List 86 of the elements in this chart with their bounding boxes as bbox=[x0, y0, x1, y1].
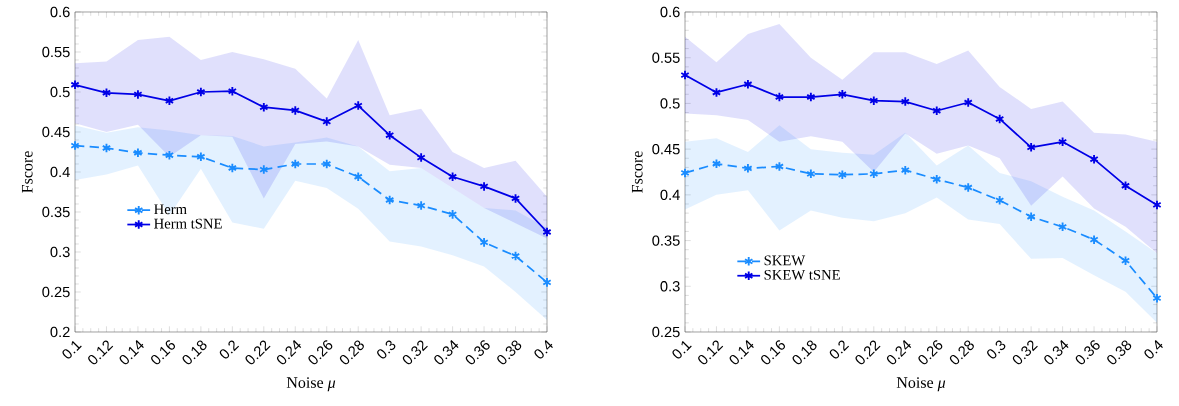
point bbox=[932, 105, 942, 116]
point bbox=[743, 163, 753, 174]
point bbox=[479, 237, 489, 248]
point bbox=[70, 140, 80, 151]
y-tick-label: 0.6 bbox=[50, 6, 70, 18]
point bbox=[164, 95, 175, 106]
point bbox=[416, 152, 426, 163]
point bbox=[806, 91, 816, 103]
point bbox=[416, 200, 426, 211]
point bbox=[133, 89, 143, 100]
point bbox=[542, 226, 552, 238]
y-tick-label: 0.55 bbox=[42, 46, 70, 58]
point bbox=[774, 161, 785, 172]
point bbox=[290, 158, 300, 170]
point bbox=[837, 89, 847, 100]
point bbox=[133, 147, 143, 158]
point bbox=[711, 87, 722, 98]
point bbox=[510, 250, 521, 262]
x-tick-label: 0.1 bbox=[672, 341, 692, 359]
point bbox=[869, 95, 879, 106]
point bbox=[322, 116, 332, 127]
point bbox=[932, 174, 942, 185]
point bbox=[774, 91, 785, 103]
point bbox=[1120, 255, 1131, 266]
point bbox=[1026, 211, 1036, 222]
y-tick-label: 0.5 bbox=[50, 86, 70, 98]
y-tick-label: 0.3 bbox=[660, 281, 680, 292]
y-tick-label: 0.2 bbox=[50, 326, 70, 338]
point bbox=[963, 97, 973, 108]
point bbox=[259, 164, 269, 175]
x-tick-label: 0.4 bbox=[534, 340, 553, 359]
point bbox=[353, 171, 363, 182]
point bbox=[963, 182, 973, 193]
point bbox=[995, 113, 1005, 125]
y-axis-title: Fscore bbox=[631, 151, 643, 193]
point bbox=[711, 158, 722, 169]
x-tick-label: 0.3 bbox=[377, 340, 396, 359]
legend-label: SKEW bbox=[764, 255, 806, 266]
point bbox=[900, 96, 910, 107]
y-tick-label: 0.4 bbox=[50, 166, 70, 178]
y-tick-label: 0.25 bbox=[42, 286, 70, 298]
legend-label: Herm tSNE bbox=[154, 218, 222, 229]
point bbox=[995, 195, 1005, 206]
point bbox=[680, 69, 690, 81]
point bbox=[447, 171, 458, 182]
point bbox=[1120, 180, 1131, 191]
y-tick-label: 0.55 bbox=[652, 52, 680, 63]
point bbox=[353, 100, 363, 111]
point bbox=[101, 142, 112, 154]
x-tick-label: 0.2 bbox=[829, 340, 850, 359]
point bbox=[743, 79, 753, 90]
point bbox=[1152, 199, 1162, 211]
point bbox=[1089, 234, 1099, 245]
y-tick-label: 0.35 bbox=[42, 206, 70, 218]
legend-label: Herm bbox=[154, 204, 187, 215]
point bbox=[542, 277, 552, 288]
y-tick-label: 0.45 bbox=[652, 143, 680, 155]
x-tick-label: 0.4 bbox=[1144, 340, 1163, 359]
y-tick-label: 0.4 bbox=[660, 189, 680, 201]
point bbox=[479, 181, 489, 192]
x-axis-title: Noise μ bbox=[286, 377, 336, 392]
point bbox=[385, 194, 395, 206]
point bbox=[837, 169, 847, 180]
point bbox=[227, 162, 237, 174]
x-tick-label: 0.1 bbox=[62, 341, 82, 359]
y-tick-label: 0.25 bbox=[652, 326, 680, 338]
y-tick-label: 0.45 bbox=[42, 126, 70, 138]
point bbox=[70, 79, 80, 90]
point bbox=[447, 209, 458, 220]
y-tick-label: 0.6 bbox=[660, 6, 680, 18]
y-axis-title: Fscore bbox=[21, 151, 33, 193]
y-tick-label: 0.3 bbox=[50, 246, 70, 258]
point bbox=[1026, 142, 1036, 153]
x-axis-title: Noise μ bbox=[896, 377, 946, 392]
x-tick-label: 0.2 bbox=[219, 340, 240, 359]
point bbox=[290, 105, 300, 116]
y-tick-label: 0.35 bbox=[652, 235, 680, 246]
point bbox=[101, 87, 112, 98]
point bbox=[196, 151, 206, 162]
x-tick-label: 0.3 bbox=[987, 340, 1006, 359]
point bbox=[680, 167, 690, 179]
legend-label: SKEW tSNE bbox=[764, 269, 840, 280]
point bbox=[322, 158, 332, 170]
point bbox=[196, 86, 206, 98]
point bbox=[510, 193, 521, 204]
y-tick-label: 0.5 bbox=[660, 98, 680, 109]
